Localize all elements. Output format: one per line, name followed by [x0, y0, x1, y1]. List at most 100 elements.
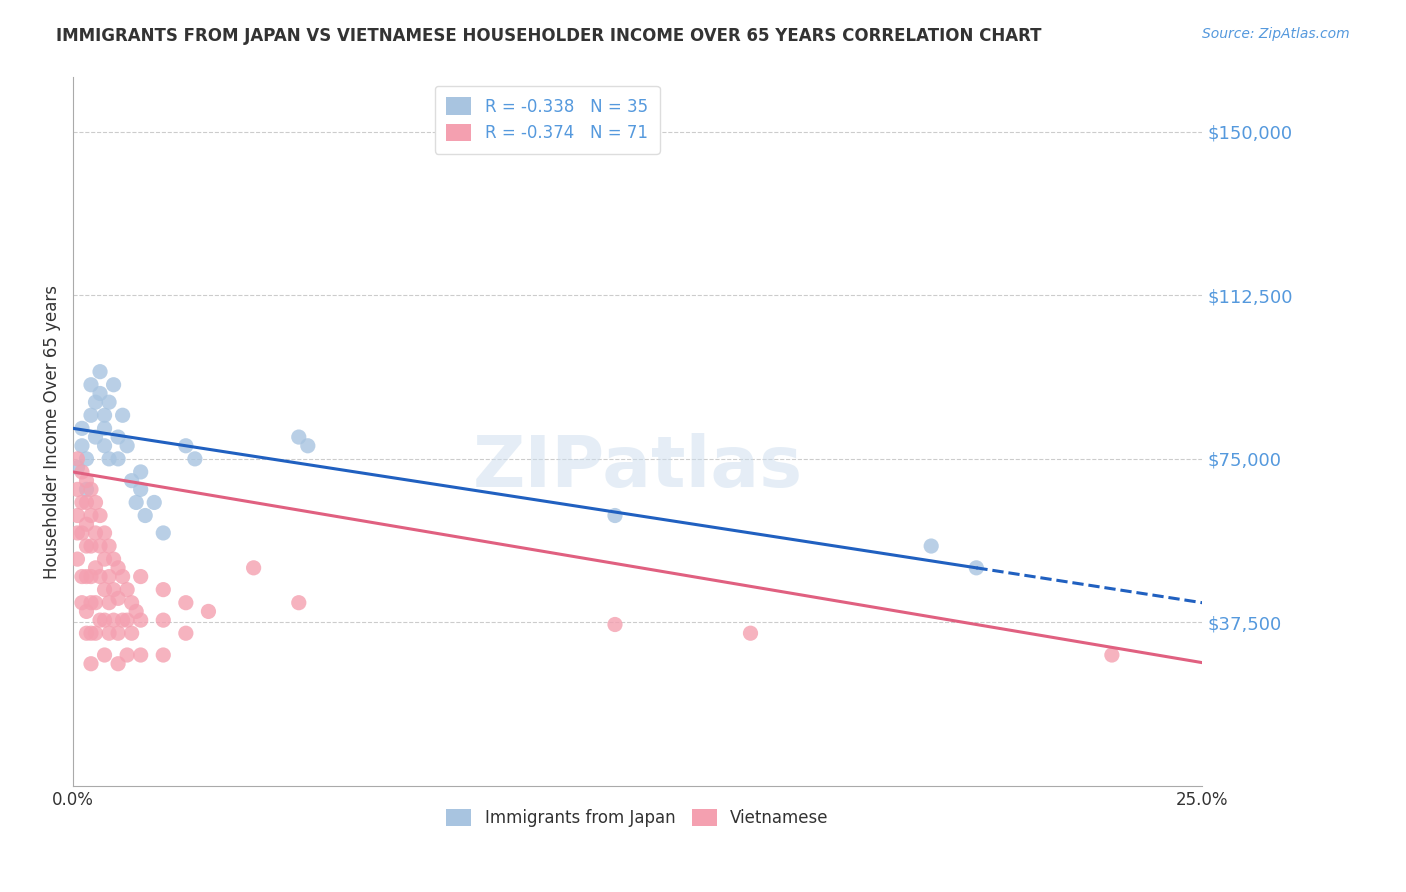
Point	[84, 626, 107, 640]
Point	[66, 451, 89, 466]
Point	[76, 604, 98, 618]
Point	[76, 483, 98, 497]
Point	[76, 539, 98, 553]
Text: IMMIGRANTS FROM JAPAN VS VIETNAMESE HOUSEHOLDER INCOME OVER 65 YEARS CORRELATION: IMMIGRANTS FROM JAPAN VS VIETNAMESE HOUS…	[56, 27, 1042, 45]
Point	[129, 648, 152, 662]
Point	[66, 483, 89, 497]
Point	[125, 604, 148, 618]
Point	[129, 465, 152, 479]
Point	[129, 483, 152, 497]
Point	[66, 508, 89, 523]
Point	[84, 561, 107, 575]
Point	[965, 561, 987, 575]
Point	[98, 596, 121, 610]
Point	[66, 460, 89, 475]
Point	[80, 483, 103, 497]
Point	[107, 657, 129, 671]
Point	[288, 596, 311, 610]
Point	[134, 508, 156, 523]
Point	[152, 582, 174, 597]
Point	[93, 409, 115, 423]
Point	[103, 582, 125, 597]
Point	[920, 539, 942, 553]
Point	[84, 395, 107, 409]
Point	[70, 525, 93, 540]
Point	[98, 451, 121, 466]
Point	[115, 582, 138, 597]
Point	[76, 495, 98, 509]
Point	[70, 465, 93, 479]
Point	[121, 626, 143, 640]
Point	[107, 451, 129, 466]
Point	[76, 451, 98, 466]
Point	[103, 613, 125, 627]
Point	[70, 569, 93, 583]
Point	[107, 430, 129, 444]
Point	[76, 474, 98, 488]
Point	[288, 430, 311, 444]
Point	[107, 561, 129, 575]
Point	[115, 439, 138, 453]
Legend: Immigrants from Japan, Vietnamese: Immigrants from Japan, Vietnamese	[440, 803, 835, 834]
Point	[174, 596, 197, 610]
Point	[603, 617, 626, 632]
Point	[107, 626, 129, 640]
Point	[174, 626, 197, 640]
Point	[89, 386, 111, 401]
Point	[80, 657, 103, 671]
Point	[740, 626, 762, 640]
Point	[70, 596, 93, 610]
Point	[93, 421, 115, 435]
Point	[143, 495, 166, 509]
Point	[70, 421, 93, 435]
Point	[76, 626, 98, 640]
Point	[93, 582, 115, 597]
Point	[80, 508, 103, 523]
Point	[89, 569, 111, 583]
Point	[121, 596, 143, 610]
Point	[80, 377, 103, 392]
Point	[242, 561, 264, 575]
Point	[98, 569, 121, 583]
Point	[84, 525, 107, 540]
Point	[297, 439, 319, 453]
Point	[152, 613, 174, 627]
Point	[80, 569, 103, 583]
Point	[152, 648, 174, 662]
Point	[66, 552, 89, 566]
Point	[84, 596, 107, 610]
Point	[603, 508, 626, 523]
Point	[80, 596, 103, 610]
Point	[84, 495, 107, 509]
Point	[98, 395, 121, 409]
Point	[76, 569, 98, 583]
Point	[93, 525, 115, 540]
Point	[121, 474, 143, 488]
Point	[84, 430, 107, 444]
Point	[103, 552, 125, 566]
Point	[184, 451, 207, 466]
Point	[93, 552, 115, 566]
Point	[1101, 648, 1123, 662]
Point	[89, 365, 111, 379]
Y-axis label: Householder Income Over 65 years: Householder Income Over 65 years	[44, 285, 60, 579]
Point	[93, 613, 115, 627]
Point	[80, 539, 103, 553]
Point	[76, 517, 98, 532]
Point	[80, 626, 103, 640]
Point	[89, 508, 111, 523]
Point	[111, 613, 134, 627]
Point	[174, 439, 197, 453]
Text: Source: ZipAtlas.com: Source: ZipAtlas.com	[1202, 27, 1350, 41]
Text: ZIPatlas: ZIPatlas	[472, 433, 803, 501]
Point	[129, 569, 152, 583]
Point	[103, 377, 125, 392]
Point	[80, 409, 103, 423]
Point	[111, 569, 134, 583]
Point	[70, 439, 93, 453]
Point	[98, 626, 121, 640]
Point	[152, 525, 174, 540]
Point	[107, 591, 129, 606]
Point	[115, 613, 138, 627]
Point	[197, 604, 219, 618]
